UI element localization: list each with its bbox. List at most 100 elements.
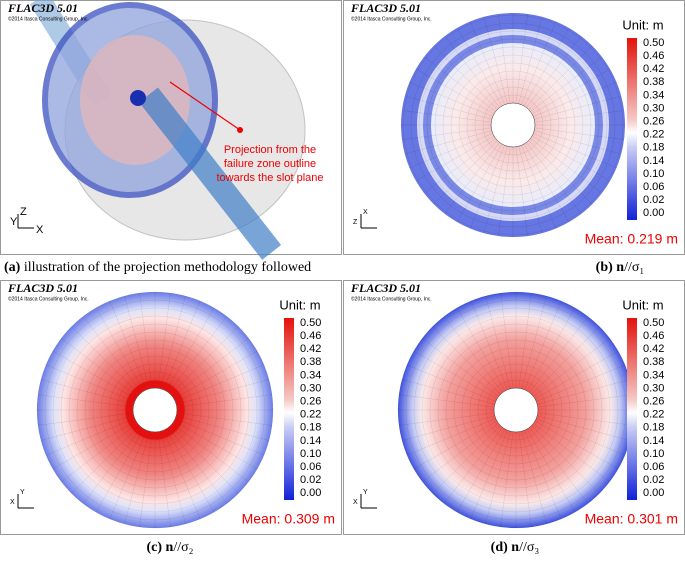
caption: (b) n//σ₁ bbox=[596, 260, 645, 275]
mesh-ring bbox=[100, 355, 210, 465]
colorbar-label: 0.30 bbox=[300, 382, 321, 394]
mesh-spoke bbox=[168, 427, 228, 504]
caption-text: illustration of the projection methodolo… bbox=[24, 260, 311, 275]
mesh-spoke bbox=[498, 146, 511, 237]
mesh-spoke bbox=[404, 130, 492, 155]
colorbar-label: 0.50 bbox=[643, 317, 664, 329]
mesh-spoke bbox=[531, 68, 611, 115]
mesh-spoke bbox=[529, 427, 589, 504]
caption: (c) n//σ₂ bbox=[146, 540, 193, 555]
mesh-spoke bbox=[500, 431, 514, 528]
mesh-ring bbox=[410, 22, 616, 228]
colorbar-label: 0.14 bbox=[643, 435, 664, 447]
mesh-spoke bbox=[521, 145, 557, 229]
caption: (a) illustration of the projection metho… bbox=[4, 260, 311, 275]
mesh-spoke bbox=[533, 81, 617, 117]
inner-ring bbox=[125, 380, 185, 440]
mesh-spoke bbox=[526, 35, 582, 108]
colorbar-label: 0.42 bbox=[643, 63, 664, 75]
mesh-spoke bbox=[537, 412, 634, 426]
mesh-ring bbox=[418, 30, 608, 220]
colorbar-label: 0.26 bbox=[300, 396, 321, 408]
mesh-ring bbox=[116, 371, 194, 449]
mesh-spoke bbox=[95, 307, 145, 392]
mesh-spoke bbox=[526, 428, 576, 513]
mesh-spoke bbox=[82, 316, 142, 393]
axis-label: X bbox=[353, 499, 358, 506]
axis-label: Z bbox=[353, 219, 358, 226]
colorbar-label: 0.34 bbox=[300, 369, 321, 381]
mesh-spoke bbox=[52, 350, 137, 400]
mesh-spoke bbox=[176, 379, 270, 405]
mesh-spoke bbox=[536, 418, 626, 456]
mesh-spoke bbox=[176, 412, 273, 426]
mesh-ring bbox=[36, 291, 274, 529]
mesh-ring bbox=[485, 379, 547, 441]
mesh-spoke bbox=[534, 420, 619, 470]
mesh-spoke bbox=[470, 430, 508, 520]
mesh-spoke bbox=[175, 418, 265, 456]
mesh-spoke bbox=[398, 394, 495, 408]
software-title: FLAC3D 5.01 bbox=[350, 281, 421, 295]
mesh-ring bbox=[442, 54, 584, 196]
mesh-spoke bbox=[406, 364, 496, 402]
mesh-spoke bbox=[423, 138, 496, 194]
mesh-ring bbox=[124, 379, 186, 441]
mesh-spoke bbox=[124, 295, 150, 389]
mesh-spoke bbox=[528, 45, 593, 110]
unit-label: Unit: m bbox=[279, 297, 320, 312]
mesh-spoke bbox=[40, 379, 134, 405]
mesh-spoke bbox=[521, 295, 547, 389]
mesh-spoke bbox=[534, 350, 619, 400]
colorbar-label: 0.46 bbox=[300, 330, 321, 342]
mesh-ring bbox=[413, 307, 619, 513]
mesh-spoke bbox=[415, 68, 495, 115]
mesh-spoke bbox=[524, 300, 562, 390]
axis-label: Y bbox=[20, 489, 25, 496]
mesh-spoke bbox=[526, 307, 576, 392]
mesh-ring bbox=[405, 299, 627, 521]
mesh-spoke bbox=[470, 300, 508, 390]
mesh-ring bbox=[426, 38, 600, 212]
mesh-spoke bbox=[172, 423, 249, 483]
axis-label: X bbox=[363, 209, 368, 216]
colorbar-label: 0.26 bbox=[643, 396, 664, 408]
mesh-spoke bbox=[401, 127, 492, 140]
mesh-spoke bbox=[530, 138, 603, 194]
colorbar-label: 0.14 bbox=[300, 435, 321, 447]
mesh-spoke bbox=[433, 45, 498, 110]
mesh-spoke bbox=[40, 415, 134, 441]
arrow bbox=[169, 81, 241, 131]
colorbar-label: 0.22 bbox=[643, 129, 664, 141]
hole bbox=[490, 102, 536, 148]
colorbar-label: 0.18 bbox=[643, 422, 664, 434]
mesh-spoke bbox=[139, 431, 153, 528]
colorbar-label: 0.06 bbox=[643, 181, 664, 193]
mesh-spoke bbox=[160, 295, 186, 389]
colorbar-label: 0.02 bbox=[643, 474, 664, 486]
colorbar-label: 0.42 bbox=[300, 343, 321, 355]
mesh-spoke bbox=[531, 425, 600, 494]
colorbar-label: 0.26 bbox=[643, 116, 664, 128]
colorbar-label: 0.50 bbox=[300, 317, 321, 329]
colorbar-label: 0.34 bbox=[643, 369, 664, 381]
axis-label: X bbox=[10, 499, 15, 506]
mesh-spoke bbox=[444, 35, 500, 108]
copyright: ©2014 Itasca Consulting Group, Inc. bbox=[351, 15, 432, 22]
mesh-spoke bbox=[401, 110, 492, 123]
caption-label: (d) bbox=[491, 540, 508, 555]
mesh-spoke bbox=[456, 307, 506, 392]
mesh-spoke bbox=[485, 431, 511, 525]
axis-label: X bbox=[36, 224, 44, 236]
mesh-spoke bbox=[168, 316, 228, 393]
mesh-spoke bbox=[533, 337, 610, 397]
caption-text: //σ₃ bbox=[519, 540, 539, 555]
mesh-ring bbox=[108, 363, 202, 457]
mesh-spoke bbox=[518, 16, 543, 104]
mesh-spoke bbox=[398, 412, 495, 426]
mesh-spoke bbox=[170, 326, 239, 395]
colorbar-label: 0.00 bbox=[643, 487, 664, 499]
mesh-spoke bbox=[163, 300, 201, 390]
mesh-ring bbox=[421, 315, 611, 505]
